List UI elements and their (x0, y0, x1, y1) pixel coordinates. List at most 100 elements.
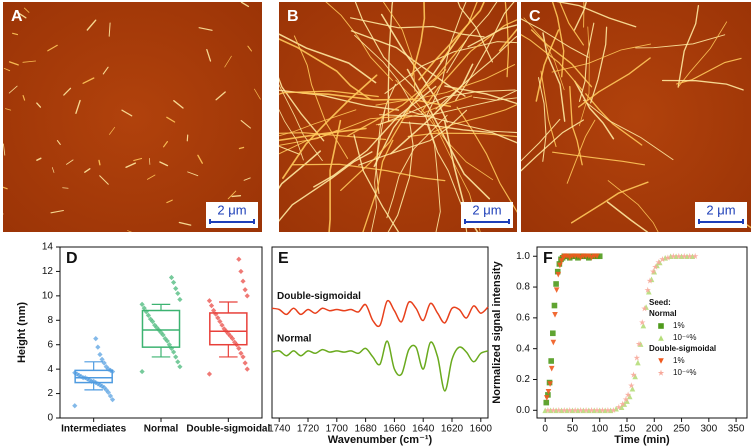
fibril (467, 24, 517, 48)
x-tick-label: 1720 (297, 424, 320, 435)
data-point (544, 395, 550, 401)
data-point (635, 340, 643, 347)
fibril (291, 163, 446, 182)
y-axis-title: Height (nm) (16, 302, 28, 363)
y-tick-label: 12 (42, 266, 54, 277)
data-point (604, 406, 612, 414)
fibril (215, 91, 226, 101)
plot-frame (271, 246, 489, 419)
fibril (577, 57, 651, 108)
spectrum-line (271, 340, 489, 392)
data-point (649, 268, 657, 275)
fibril (635, 34, 726, 49)
fibril (420, 19, 517, 113)
x-tick-label: 150 (619, 424, 636, 435)
box (141, 309, 181, 348)
fibril (166, 116, 176, 123)
scale-bar (698, 219, 744, 224)
data-point (171, 279, 177, 286)
fibril (23, 7, 30, 13)
data-point (162, 336, 168, 342)
fibril (574, 80, 615, 140)
data-point (99, 356, 105, 362)
data-point (644, 286, 651, 293)
x-tick-label: Normal (144, 424, 179, 435)
data-point (93, 336, 99, 342)
spectrum-line (271, 299, 489, 328)
legend-label: 10⁻⁶% (673, 333, 697, 342)
data-point (95, 381, 101, 387)
fibril (84, 168, 91, 173)
data-point (550, 339, 557, 346)
y-tick-label: 10 (42, 290, 54, 301)
data-point (177, 364, 183, 370)
data-point (646, 277, 654, 284)
x-tick-label: 1600 (470, 424, 493, 435)
fibril (387, 2, 394, 122)
data-point (103, 364, 109, 370)
data-point (628, 382, 635, 389)
fibril (661, 79, 744, 91)
data-point (588, 406, 595, 414)
fibril (358, 109, 468, 166)
scale-bar-label: 2 μm (706, 202, 735, 217)
data-point (206, 298, 213, 304)
fibril (238, 146, 245, 150)
x-axis-title: Wavenumber (cm⁻¹) (328, 434, 433, 446)
data-point (152, 322, 158, 328)
fibril (379, 89, 517, 118)
afm-image: B 2 μm (279, 2, 517, 232)
panel-label: D (66, 250, 78, 267)
afm-image: C 2 μm (521, 2, 751, 232)
data-point (670, 252, 677, 259)
data-point (141, 305, 147, 311)
scale-bar-label: 2 μm (472, 202, 501, 217)
data-point (561, 406, 568, 414)
legend-label: 1% (673, 321, 685, 330)
fibrils (3, 2, 261, 232)
fibril (125, 162, 137, 169)
data-point (236, 345, 242, 351)
fibril (3, 143, 6, 156)
fibril (347, 39, 467, 137)
fibril (566, 119, 596, 184)
data-point (72, 403, 78, 409)
y-tick-label: 6 (47, 339, 53, 350)
fibril (400, 121, 517, 144)
panel-label: F (543, 250, 553, 267)
fibril (227, 190, 237, 200)
data-point (629, 385, 636, 392)
data-point (173, 354, 179, 360)
fibril (75, 99, 81, 114)
fibril (8, 85, 18, 94)
data-point (206, 371, 213, 377)
fibril (178, 221, 192, 226)
fibril (108, 22, 111, 37)
data-point (577, 406, 584, 414)
data-point (545, 389, 552, 395)
data-point (599, 406, 606, 414)
data-point (557, 262, 563, 269)
fibril (16, 11, 27, 19)
legend-marker (658, 323, 664, 329)
scale-bar (464, 219, 510, 224)
data-point (639, 319, 646, 326)
fibril (198, 27, 213, 31)
fibril (231, 194, 242, 198)
data-point (624, 391, 632, 398)
y-tick-label: 14 (42, 242, 54, 253)
data-point (175, 359, 181, 365)
scale-bar (209, 219, 255, 224)
data-point (619, 400, 626, 407)
panel-label: C (529, 8, 541, 25)
fibril (407, 132, 517, 138)
data-point (166, 342, 172, 348)
fibril (279, 145, 301, 155)
fibril (456, 106, 517, 213)
legend-marker (658, 335, 664, 341)
fibril (418, 2, 485, 81)
data-point (622, 396, 630, 403)
data-point (109, 397, 116, 403)
fibril (570, 181, 649, 224)
fibril (197, 154, 203, 164)
